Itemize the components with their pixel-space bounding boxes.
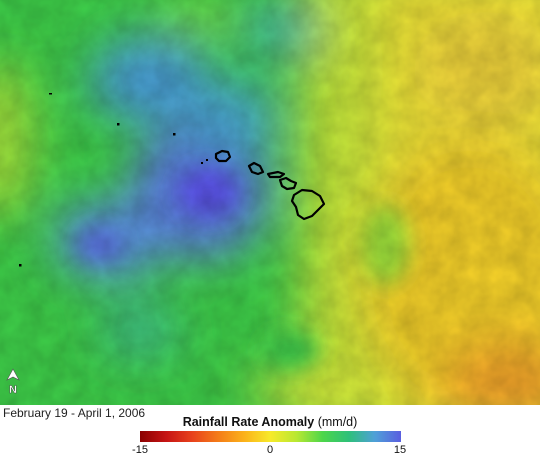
date-range-label: February 19 - April 1, 2006 [3,406,146,420]
legend-tick-mid: 0 [266,444,274,456]
legend-tick-min: -15 [132,444,148,456]
north-arrow-label: N [9,384,17,396]
small-islets [19,93,208,267]
legend-title-bold: Rainfall Rate Anomaly [182,415,315,429]
legend-title-units: (mm/d) [317,415,358,429]
island-molokai [266,170,286,179]
island-oahu [247,161,265,176]
island-maui [278,176,298,191]
hawaiian-islands [214,149,326,221]
legend-colorbar [140,431,401,442]
north-arrow-icon: N [6,368,20,396]
map-graphic [0,0,540,405]
legend-title: Rainfall Rate Anomaly (mm/d) [140,415,400,429]
legend-tick-max: 15 [393,444,407,456]
island-hawaii [290,188,326,221]
island-kauai [214,149,232,163]
rainfall-anomaly-map [0,0,540,405]
